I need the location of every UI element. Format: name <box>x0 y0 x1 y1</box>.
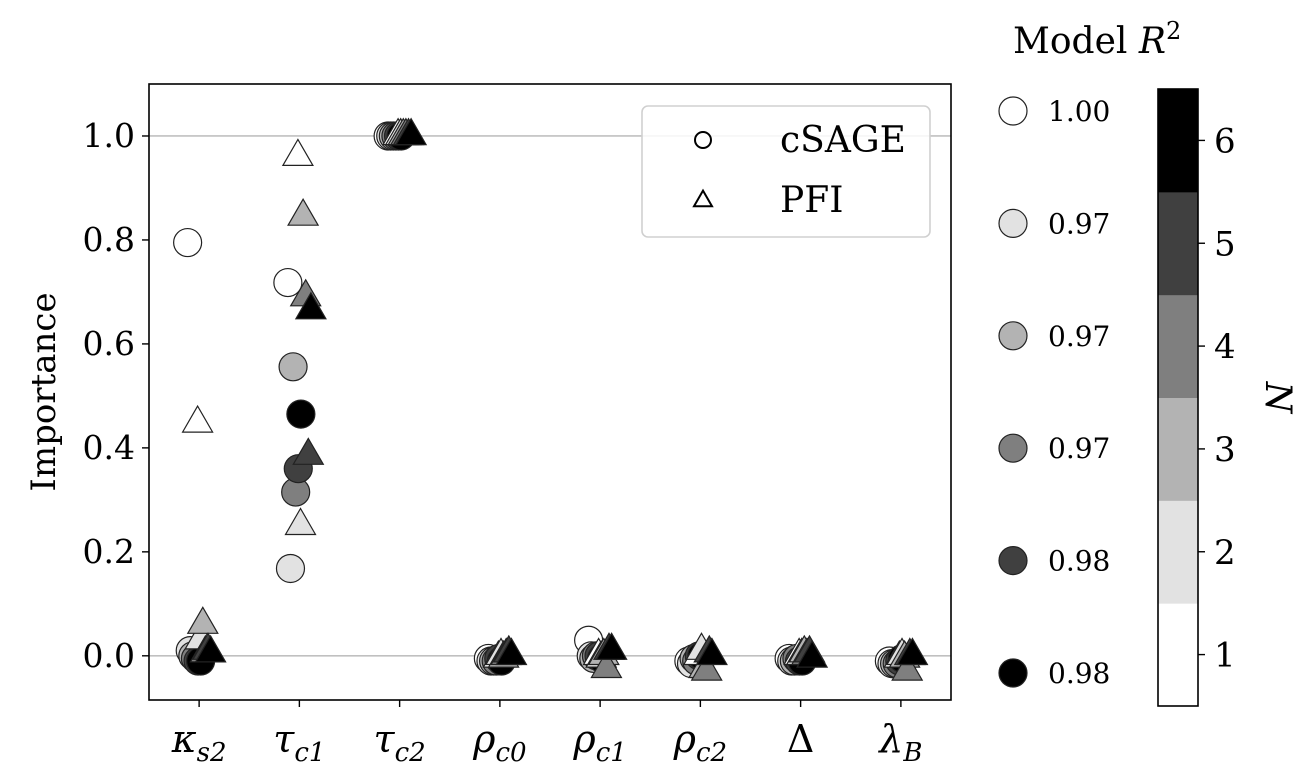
x-tick-label: τc2 <box>374 717 426 768</box>
legend-csage-marker <box>694 131 712 149</box>
pfi-point <box>194 634 227 663</box>
y-tick-label: 0.4 <box>83 428 135 467</box>
pfi-point <box>287 197 320 226</box>
pfi-point <box>595 632 628 660</box>
colorbar-tick-label: 1 <box>1214 636 1236 676</box>
r2-key-marker <box>998 433 1028 463</box>
r2-key-marker <box>998 321 1028 351</box>
r2-key-value: 0.98 <box>1048 657 1110 690</box>
r2-key-value: 0.97 <box>1048 432 1110 465</box>
legend-label: cSAGE <box>780 120 906 161</box>
x-tick-label: ρc2 <box>673 717 727 768</box>
colorbar-segment <box>1158 294 1198 398</box>
y-tick-label: 0.8 <box>83 220 135 259</box>
colorbar: 1 2 3 4 5 6 N <box>1157 88 1298 707</box>
legend: cSAGE PFI <box>641 105 931 238</box>
r2-key-marker <box>998 96 1028 126</box>
r2-key-value: 1.00 <box>1048 95 1110 128</box>
y-tick-label: 0.2 <box>83 532 135 571</box>
colorbar-tick-label: 2 <box>1214 533 1236 573</box>
colorbar-tick-label: 5 <box>1214 224 1236 264</box>
plot-area: 0.0 0.2 0.4 0.6 0.8 1.0 Importance κs2 τc1 τc2 ρc0… <box>24 83 952 768</box>
colorbar-label: N <box>1257 381 1298 415</box>
colorbar-segment <box>1158 397 1198 501</box>
pfi-point <box>495 637 528 666</box>
r2-key-marker <box>998 658 1028 688</box>
pfi-point <box>284 507 317 536</box>
x-tick-label: τc1 <box>273 717 325 768</box>
plot-frame <box>148 83 952 701</box>
pfi-point <box>292 437 325 465</box>
y-tick-label: 0.0 <box>83 636 135 675</box>
x-tick-label: κs2 <box>171 717 227 768</box>
csage-point <box>275 553 306 584</box>
colorbar-segment <box>1158 89 1198 193</box>
y-tick-label: 1.0 <box>83 116 135 155</box>
r2-key-value: 0.98 <box>1048 545 1110 578</box>
pfi-point <box>181 404 214 433</box>
pfi-point <box>690 652 723 681</box>
csage-point <box>278 352 308 382</box>
csage-point <box>273 267 303 298</box>
csage-point <box>286 399 316 429</box>
r2-key-title: Model R2 <box>1013 17 1181 62</box>
y-axis-label: Importance <box>24 292 64 491</box>
y-tick-label: 0.6 <box>83 324 135 363</box>
colorbar-tick-label: 6 <box>1214 121 1236 161</box>
pfi-point <box>891 652 924 681</box>
pfi-point <box>590 650 623 679</box>
colorbar-segment <box>1158 500 1198 604</box>
r2-key: Model R2 1.00 0.97 0.97 0.97 0.98 0.98 <box>998 17 1181 690</box>
data-markers <box>173 117 929 681</box>
x-tick-label: ρc0 <box>472 717 526 768</box>
r2-key-value: 0.97 <box>1048 207 1110 240</box>
colorbar-tick-label: 4 <box>1214 327 1236 367</box>
x-tick-label: Δ <box>787 717 814 761</box>
pfi-point <box>294 291 327 320</box>
r2-key-marker <box>998 545 1028 576</box>
pfi-point <box>186 606 219 634</box>
colorbar-segment <box>1158 191 1198 296</box>
colorbar-segment <box>1158 603 1198 707</box>
pfi-point <box>695 637 728 666</box>
legend-label: PFI <box>780 180 843 221</box>
pfi-point <box>395 117 428 146</box>
csage-point <box>173 227 203 258</box>
r2-key-value: 0.97 <box>1048 320 1110 353</box>
pfi-point <box>281 138 314 166</box>
x-tick-label: ρc1 <box>572 717 626 768</box>
x-tick-label: λB <box>877 717 922 768</box>
legend-pfi-marker <box>692 188 714 208</box>
pfi-point <box>796 639 829 668</box>
colorbar-tick-label: 3 <box>1214 430 1236 470</box>
r2-key-marker <box>998 208 1028 238</box>
legend-box <box>641 105 931 238</box>
pfi-point <box>896 637 929 666</box>
colorbar-frame <box>1157 88 1199 707</box>
